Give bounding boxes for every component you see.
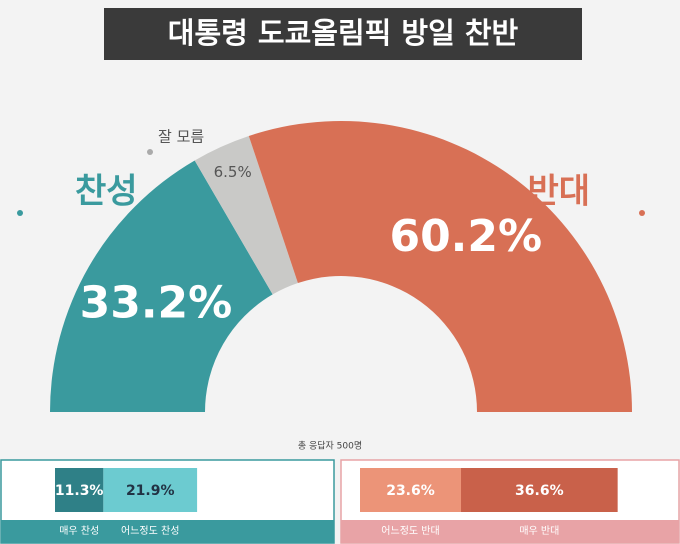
legend-label: 어느정도 찬성 xyxy=(121,525,179,537)
leader-dot xyxy=(17,210,23,216)
bar xyxy=(360,468,462,512)
category-label: 반대 xyxy=(527,172,590,212)
value-label: 11.3% xyxy=(55,483,104,499)
value-label: 21.9% xyxy=(126,483,175,499)
legend-label: 어느정도 반대 xyxy=(381,525,439,537)
bar xyxy=(461,468,618,512)
bar xyxy=(55,468,104,512)
note: 총 응답자 500명 xyxy=(298,440,362,452)
value-label: 36.6% xyxy=(515,483,564,499)
segment xyxy=(194,135,298,295)
bar xyxy=(103,468,198,512)
legend-label: 매우 반대 xyxy=(519,525,559,537)
panel-strip xyxy=(1,520,334,543)
category-label: 잘 모름 xyxy=(158,128,204,146)
leader-dot xyxy=(639,210,645,216)
category-label: 찬성 xyxy=(75,172,138,212)
panel-strip xyxy=(341,520,679,543)
segment xyxy=(50,160,273,412)
chart-title: 대통령 도쿄올림픽 방일 찬반 xyxy=(168,16,519,50)
leader-dot xyxy=(147,149,153,155)
title-box xyxy=(104,8,582,60)
value-label: 23.6% xyxy=(386,483,435,499)
value-label: 60.2% xyxy=(389,211,542,262)
legend-label: 매우 찬성 xyxy=(59,525,99,537)
value-label: 33.2% xyxy=(80,278,233,329)
segment xyxy=(248,121,632,413)
value-label: 6.5% xyxy=(214,163,252,181)
